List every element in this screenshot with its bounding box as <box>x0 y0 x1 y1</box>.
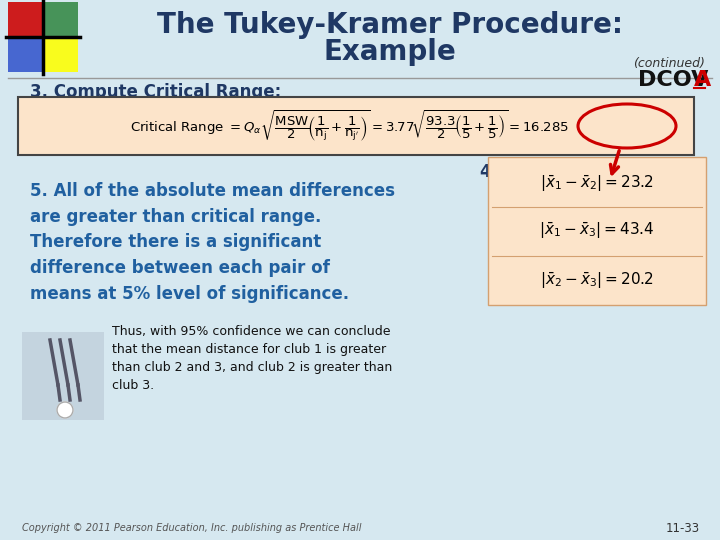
Text: Critical Range $= Q_{\alpha}$$\sqrt{\dfrac{\rm MSW}{2}\!\left(\dfrac{1}{n_j}+\df: Critical Range $= Q_{\alpha}$$\sqrt{\dfr… <box>130 109 570 144</box>
Text: DCOV: DCOV <box>638 70 708 90</box>
Text: 3. Compute Critical Range:: 3. Compute Critical Range: <box>30 83 282 101</box>
Text: The Tukey-Kramer Procedure:: The Tukey-Kramer Procedure: <box>157 11 623 39</box>
Bar <box>43 37 78 72</box>
Bar <box>488 157 706 305</box>
Bar <box>8 2 43 37</box>
Text: A: A <box>694 70 711 90</box>
Bar <box>18 97 694 155</box>
Bar <box>8 37 43 72</box>
Text: 5. All of the absolute mean differences
are greater than critical range.
Therefo: 5. All of the absolute mean differences … <box>30 182 395 303</box>
Text: (continued): (continued) <box>633 57 705 71</box>
Circle shape <box>57 402 73 418</box>
Text: Copyright © 2011 Pearson Education, Inc. publishing as Prentice Hall: Copyright © 2011 Pearson Education, Inc.… <box>22 523 361 533</box>
Bar <box>43 2 78 37</box>
Text: 4. Compare:: 4. Compare: <box>480 163 594 181</box>
Text: $|\bar{x}_1 - \bar{x}_2| = 23.2$: $|\bar{x}_1 - \bar{x}_2| = 23.2$ <box>540 174 654 194</box>
Bar <box>22 332 104 420</box>
Text: Example: Example <box>323 38 456 66</box>
Text: Thus, with 95% confidence we can conclude
that the mean distance for club 1 is g: Thus, with 95% confidence we can conclud… <box>112 325 392 392</box>
Text: $|\bar{x}_1 - \bar{x}_3| = 43.4$: $|\bar{x}_1 - \bar{x}_3| = 43.4$ <box>539 221 654 241</box>
Text: $|\bar{x}_2 - \bar{x}_3| = 20.2$: $|\bar{x}_2 - \bar{x}_3| = 20.2$ <box>540 271 654 291</box>
Text: 11-33: 11-33 <box>666 522 700 535</box>
